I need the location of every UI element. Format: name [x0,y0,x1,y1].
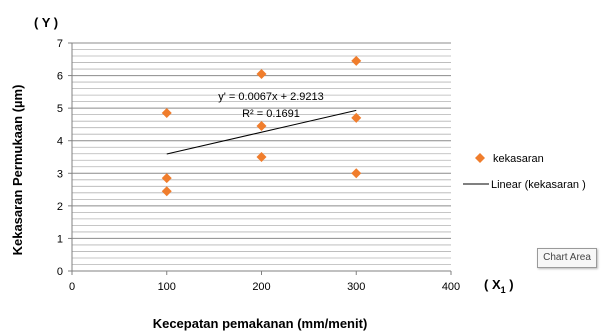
x-tick-label: 200 [252,281,270,293]
data-point [161,108,172,119]
x-axis-right-label-suffix: ) [506,277,514,292]
data-point [256,68,267,79]
chart-area-tooltip: Chart Area [537,248,597,268]
data-point [351,55,362,66]
x-tick-label: 300 [347,281,365,293]
legend: kekasaran Linear (kekasaran ) [463,153,586,191]
legend-item-linear: Linear (kekasaran ) [463,179,586,191]
x-tick-label: 100 [158,281,176,293]
y-tick-label: 3 [57,168,63,180]
y-tick-labels: 0 1 2 3 4 5 6 7 [57,38,63,278]
legend-label-kekasaran: kekasaran [493,153,544,165]
y-tick-label: 1 [57,233,63,245]
legend-item-kekasaran: kekasaran [475,153,544,165]
x-tick-label: 0 [69,281,75,293]
axes [68,42,452,275]
data-point [351,112,362,123]
y-tick-label: 0 [57,266,63,278]
trendline-equation: y' = 0.0067x + 2.9213 [218,91,323,103]
y-axis-top-label: ( Y ) [34,15,58,30]
trendline-group [166,109,357,155]
x-tick-labels: 0 100 200 300 400 [69,281,460,293]
y-tick-label: 6 [57,71,63,83]
x-axis-right-label: ( X1 ) [484,277,514,295]
x-tick-label: 400 [442,281,460,293]
x-axis-title: Kecepatan pemakanan (mm/menit) [153,316,368,331]
x-axis-right-label-sub: 1 [501,285,506,295]
y-tick-label: 5 [57,103,63,115]
y-axis-title: Kekasaran Permukaan (µm) [10,85,25,256]
data-point [161,186,172,197]
trendline-r-squared: R² = 0.1691 [242,108,300,120]
data-point [256,152,267,162]
y-tick-label: 7 [57,38,63,50]
y-tick-label: 4 [57,136,63,148]
legend-label-linear: Linear (kekasaran ) [491,179,586,191]
data-point [161,173,172,184]
data-points [161,55,362,197]
y-tick-label: 2 [57,201,63,213]
legend-diamond-marker [475,153,485,163]
trendline [166,109,357,155]
data-point [351,168,362,179]
x-axis-right-label-prefix: ( X [484,277,501,292]
data-point [256,121,267,132]
